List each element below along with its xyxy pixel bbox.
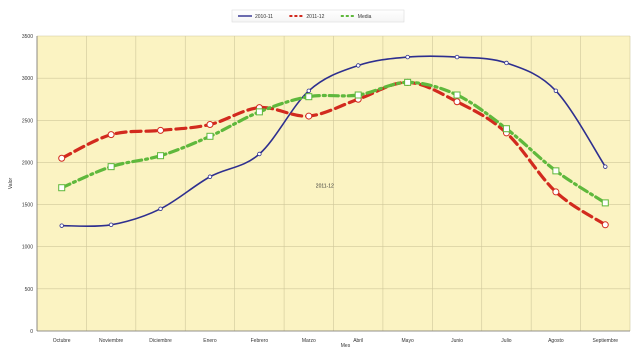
legend-box (231, 9, 405, 23)
x-tick-label: Julio (501, 338, 512, 344)
x-tick-label: Noviembre (99, 338, 123, 344)
data-point (502, 125, 510, 133)
data-point (601, 199, 609, 207)
data-point (255, 108, 263, 116)
data-point (553, 88, 559, 93)
data-point (206, 132, 214, 140)
y-axis-label: Valor (8, 178, 14, 190)
x-tick-label: Junio (451, 338, 463, 344)
x-tick-label: Enero (203, 338, 217, 344)
legend-entry-1: 2011-12 (306, 14, 324, 20)
y-tick-label: 2500 (22, 118, 33, 124)
data-point (206, 121, 214, 128)
data-point (504, 60, 509, 66)
data-point (356, 63, 361, 68)
y-tick-label: 1500 (22, 203, 33, 209)
data-point (603, 164, 608, 169)
legend: 2010-11 2011-12 Media (231, 9, 405, 23)
y-tick-label: 1000 (22, 245, 33, 251)
data-point (404, 78, 412, 86)
x-tick-label: Abril (353, 338, 363, 344)
data-point (257, 151, 262, 157)
data-point (453, 91, 461, 99)
data-point (107, 163, 115, 171)
data-point (108, 222, 114, 227)
data-point (306, 88, 311, 93)
data-point (58, 154, 66, 162)
data-point (207, 174, 213, 179)
data-point (454, 54, 460, 60)
x-axis-label: Mes (341, 343, 351, 347)
series-lines (58, 54, 609, 229)
data-point (59, 223, 64, 228)
x-tick-label: Febrero (251, 338, 269, 344)
data-point (305, 93, 313, 101)
data-point (453, 98, 461, 106)
axes (36, 36, 630, 332)
y-tick-label: 3500 (22, 34, 33, 40)
y-tick-label: 500 (25, 287, 34, 293)
annotation-label: 2011-12 (316, 184, 334, 190)
data-point (405, 54, 410, 60)
data-point (552, 188, 560, 196)
x-tick-label: Diciembre (149, 338, 172, 344)
data-point (305, 112, 313, 120)
x-tick-label: Octubre (53, 338, 71, 344)
y-tick-label: 2000 (22, 160, 33, 166)
data-point (158, 206, 163, 211)
x-tick-label: Septiembre (593, 338, 619, 344)
x-tick-label: Agosto (548, 338, 564, 344)
x-tick-label: Marzo (302, 338, 316, 344)
y-tick-label: 3000 (22, 76, 33, 82)
annotations: 2011-12 (316, 184, 334, 190)
data-point (107, 131, 115, 139)
data-point (552, 167, 560, 175)
data-point (157, 152, 165, 160)
legend-entry-2: Media (358, 14, 372, 20)
y-tick-label: 0 (30, 329, 33, 335)
data-point (354, 91, 362, 99)
legend-entry-0: 2010-11 (255, 14, 273, 20)
x-tick-label: Mayo (402, 338, 414, 344)
data-point (601, 221, 609, 229)
tick-labels: 0 500 1000 1500 2000 2500 3000 3500 Octubre Novie… (8, 34, 618, 347)
data-point (157, 126, 165, 134)
data-point (58, 184, 66, 192)
